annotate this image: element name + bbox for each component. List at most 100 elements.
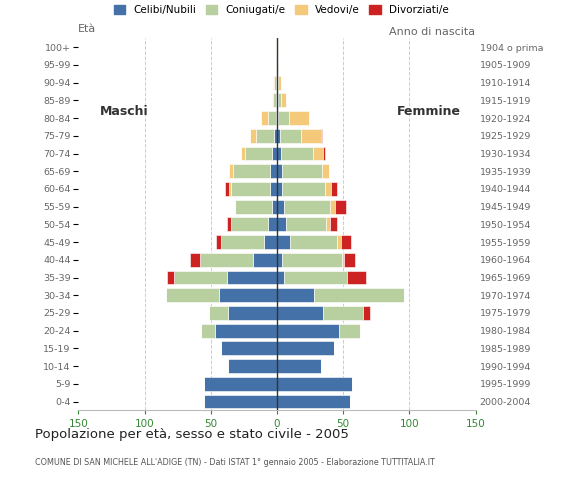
- Bar: [204, 377, 277, 391]
- Bar: [167, 271, 173, 285]
- Bar: [234, 200, 271, 214]
- Bar: [233, 164, 270, 178]
- Bar: [276, 94, 277, 108]
- Bar: [276, 76, 277, 90]
- Text: Femmine: Femmine: [397, 105, 461, 118]
- Bar: [336, 235, 340, 249]
- Bar: [278, 111, 289, 125]
- Bar: [274, 76, 276, 90]
- Bar: [241, 146, 245, 160]
- Bar: [270, 164, 277, 178]
- Bar: [245, 146, 271, 160]
- Bar: [209, 306, 228, 320]
- Bar: [277, 200, 284, 214]
- Bar: [200, 253, 253, 267]
- Bar: [277, 111, 278, 125]
- Bar: [277, 359, 321, 373]
- Bar: [216, 235, 222, 249]
- Bar: [273, 76, 274, 90]
- Text: Maschi: Maschi: [100, 105, 149, 118]
- Bar: [277, 129, 280, 143]
- Legend: Celibi/Nubili, Coniugati/e, Vedovi/e, Divorziati/e: Celibi/Nubili, Coniugati/e, Vedovi/e, Di…: [114, 5, 449, 15]
- Bar: [231, 182, 270, 196]
- Bar: [322, 164, 329, 178]
- Bar: [340, 235, 351, 249]
- Bar: [201, 324, 215, 337]
- Bar: [270, 182, 277, 196]
- Bar: [228, 306, 277, 320]
- Bar: [326, 217, 330, 231]
- Bar: [277, 253, 282, 267]
- Bar: [323, 306, 363, 320]
- Bar: [204, 395, 277, 408]
- Bar: [277, 40, 278, 54]
- Bar: [261, 111, 268, 125]
- Bar: [277, 146, 281, 160]
- Text: COMUNE DI SAN MICHELE ALL'ADIGE (TN) - Dati ISTAT 1° gennaio 2005 - Elaborazione: COMUNE DI SAN MICHELE ALL'ADIGE (TN) - D…: [35, 458, 434, 468]
- Bar: [277, 164, 282, 178]
- Bar: [278, 76, 281, 90]
- Bar: [313, 146, 323, 160]
- Bar: [330, 217, 336, 231]
- Bar: [335, 200, 346, 214]
- Bar: [277, 94, 278, 108]
- Bar: [273, 94, 276, 108]
- Bar: [271, 200, 277, 214]
- Bar: [222, 341, 277, 355]
- Bar: [277, 341, 334, 355]
- Text: Età: Età: [78, 24, 96, 34]
- Bar: [281, 94, 286, 108]
- Bar: [229, 164, 233, 178]
- Bar: [253, 253, 277, 267]
- Bar: [276, 58, 277, 72]
- Bar: [290, 235, 336, 249]
- Bar: [323, 146, 325, 160]
- Bar: [347, 271, 365, 285]
- Bar: [277, 182, 282, 196]
- Bar: [222, 235, 264, 249]
- Bar: [277, 395, 350, 408]
- Bar: [173, 271, 227, 285]
- Bar: [345, 253, 355, 267]
- Bar: [219, 288, 277, 302]
- Bar: [314, 288, 404, 302]
- Bar: [225, 182, 229, 196]
- Bar: [289, 111, 309, 125]
- Bar: [321, 129, 322, 143]
- Bar: [363, 306, 369, 320]
- Bar: [330, 200, 335, 214]
- Bar: [227, 217, 231, 231]
- Bar: [268, 111, 276, 125]
- Bar: [277, 76, 278, 90]
- Bar: [339, 324, 360, 337]
- Bar: [281, 146, 313, 160]
- Bar: [231, 217, 268, 231]
- Bar: [325, 182, 331, 196]
- Text: Popolazione per età, sesso e stato civile - 2005: Popolazione per età, sesso e stato civil…: [35, 428, 349, 441]
- Bar: [282, 253, 342, 267]
- Bar: [331, 182, 336, 196]
- Text: Anno di nascita: Anno di nascita: [390, 26, 476, 36]
- Bar: [277, 288, 314, 302]
- Bar: [271, 146, 277, 160]
- Bar: [277, 58, 278, 72]
- Bar: [190, 253, 200, 267]
- Bar: [256, 129, 274, 143]
- Bar: [268, 217, 277, 231]
- Bar: [271, 94, 273, 108]
- Bar: [286, 217, 326, 231]
- Bar: [227, 271, 277, 285]
- Bar: [277, 271, 284, 285]
- Bar: [215, 324, 277, 337]
- Bar: [277, 306, 323, 320]
- Bar: [229, 182, 231, 196]
- Bar: [342, 253, 345, 267]
- Bar: [284, 271, 347, 285]
- Bar: [284, 200, 330, 214]
- Bar: [282, 164, 322, 178]
- Bar: [264, 235, 277, 249]
- Bar: [277, 377, 353, 391]
- Bar: [301, 129, 321, 143]
- Bar: [276, 111, 277, 125]
- Bar: [280, 129, 301, 143]
